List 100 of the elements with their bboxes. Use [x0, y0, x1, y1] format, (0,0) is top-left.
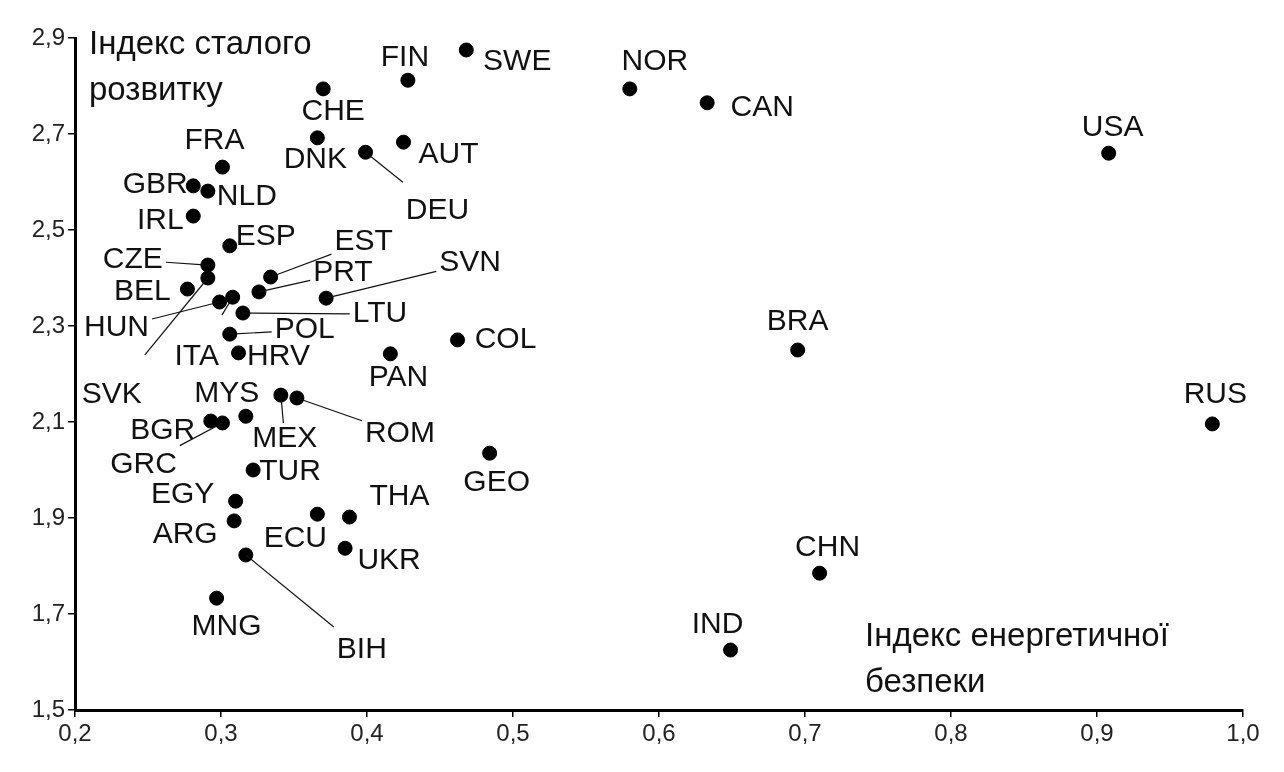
- annotation: FIN: [380, 38, 430, 72]
- point: [185, 208, 201, 224]
- annotation: DEU: [405, 191, 470, 225]
- annotation: RUS: [1183, 376, 1248, 410]
- x-tick-label: 0,3: [204, 719, 238, 747]
- y-tick-label: 1,9: [31, 502, 65, 530]
- point: [214, 159, 230, 175]
- x-axis-title: Індекс енергетичної безпеки: [865, 616, 1169, 699]
- point: [458, 42, 474, 58]
- annotation: BGR: [130, 412, 196, 446]
- point: [812, 565, 828, 581]
- annotation: ITA: [174, 338, 219, 372]
- annotation: GEO: [463, 464, 530, 498]
- point: [238, 408, 254, 424]
- point: [214, 415, 230, 431]
- point: [309, 506, 325, 522]
- point: [1204, 416, 1220, 432]
- annotation: BRA: [766, 303, 829, 337]
- annotation: ECU: [263, 520, 328, 554]
- point: [226, 513, 242, 529]
- y-tick-label: 1,7: [31, 598, 65, 626]
- annotation: UKR: [357, 541, 421, 575]
- y-tick-label: 2,1: [31, 406, 65, 434]
- x-tick-label: 0,2: [58, 719, 92, 747]
- point: [382, 346, 398, 362]
- annotation: PAN: [368, 359, 429, 393]
- point: [341, 509, 357, 525]
- point: [209, 590, 225, 606]
- annotation: IRL: [136, 202, 184, 236]
- point: [400, 72, 416, 88]
- x-tick-label: 0,4: [350, 719, 384, 747]
- point: [396, 134, 411, 150]
- point: [179, 281, 195, 297]
- annotation: MEX: [252, 420, 318, 454]
- y-tick-label: 1,5: [31, 694, 65, 722]
- point: [315, 81, 331, 97]
- x-tick-label: 0,9: [1080, 719, 1114, 747]
- x-tick-label: 1,0: [1226, 719, 1260, 747]
- point: [185, 178, 201, 194]
- point: [318, 290, 334, 306]
- point: [289, 390, 305, 406]
- point: [723, 642, 739, 658]
- point: [358, 144, 374, 160]
- point: [263, 269, 279, 285]
- annotation: USA: [1081, 109, 1144, 143]
- x-tick-label: 0,5: [496, 719, 530, 747]
- point: [337, 540, 353, 556]
- point: [1101, 145, 1117, 161]
- annotation: IND: [691, 606, 744, 640]
- annotation: ROM: [364, 415, 435, 449]
- point: [251, 284, 267, 300]
- annotation: CZE: [102, 241, 163, 275]
- annotation: FRA: [184, 122, 245, 156]
- point: [200, 270, 216, 286]
- annotation: BIH: [336, 631, 387, 665]
- annotation: SVN: [439, 244, 501, 278]
- annotation: MNG: [191, 608, 262, 642]
- point: [450, 332, 466, 348]
- point: [699, 95, 715, 111]
- point: [222, 238, 238, 254]
- y-tick-label: 2,7: [31, 118, 65, 146]
- annotation: TUR: [259, 453, 321, 487]
- annotation: DNK: [283, 141, 348, 175]
- point: [238, 547, 254, 563]
- annotation: NOR: [621, 43, 689, 77]
- annotation: SVK: [81, 376, 142, 410]
- annotation: ARG: [152, 516, 218, 550]
- annotation: MYS: [194, 374, 260, 408]
- annotation: LTU: [352, 295, 408, 329]
- annotation: EST: [334, 223, 393, 257]
- point: [622, 81, 638, 97]
- annotation: SWE: [483, 43, 552, 77]
- point: [200, 183, 216, 199]
- annotation: HUN: [84, 309, 150, 343]
- x-tick-label: 0,7: [788, 719, 822, 747]
- annotation: BEL: [114, 273, 171, 307]
- annotation: NLD: [216, 178, 277, 212]
- point: [235, 305, 251, 321]
- x-tick-label: 0,6: [642, 719, 676, 747]
- point: [482, 445, 498, 461]
- point: [273, 387, 289, 403]
- annotation: ESP: [235, 218, 296, 252]
- point: [790, 342, 806, 358]
- point: [212, 294, 228, 310]
- point: [228, 493, 244, 509]
- point: [225, 289, 241, 305]
- y-tick-label: 2,9: [31, 22, 65, 50]
- x-tick-label: 0,8: [934, 719, 968, 747]
- annotation: CAN: [730, 89, 794, 123]
- point: [245, 462, 261, 478]
- point: [309, 130, 325, 146]
- annotation: AUT: [418, 136, 479, 170]
- annotation: GBR: [122, 166, 188, 200]
- annotation: THA: [369, 478, 430, 512]
- annotation: COL: [474, 321, 537, 355]
- point: [231, 345, 247, 361]
- annotation: CHN: [795, 529, 861, 563]
- y-tick-label: 2,3: [31, 310, 65, 338]
- annotation: PRT: [313, 254, 373, 288]
- point: [222, 326, 238, 342]
